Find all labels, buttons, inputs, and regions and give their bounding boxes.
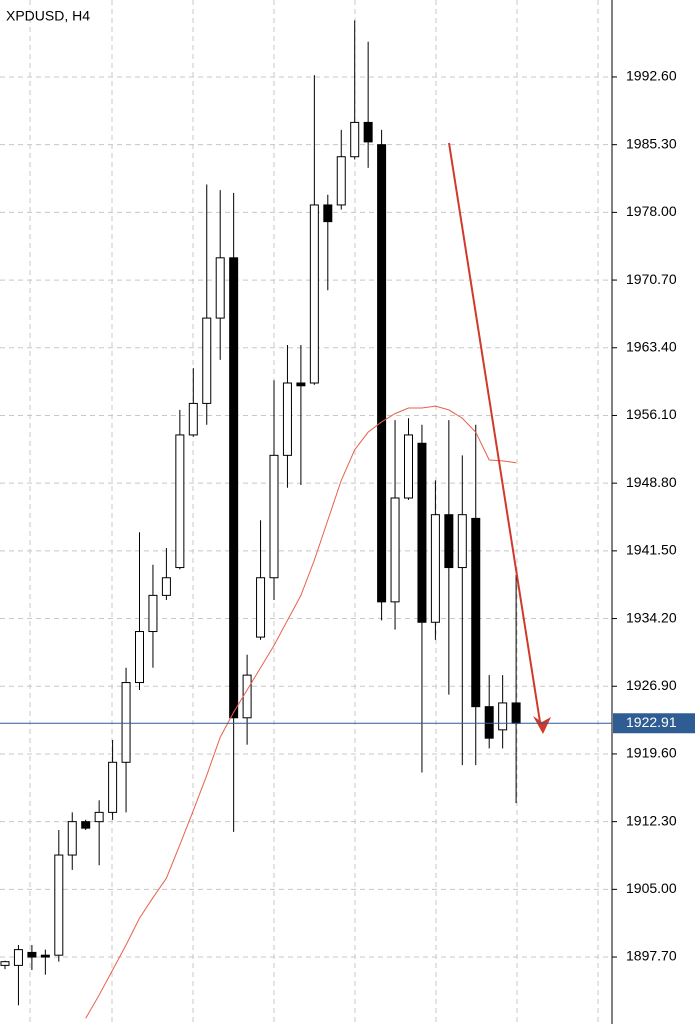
candle-body: [229, 257, 239, 719]
y-tick-label: 1956.10: [626, 406, 677, 422]
moving-average-line: [85, 405, 517, 1019]
grid: [0, 0, 612, 1024]
arrow-head: [533, 716, 551, 734]
candle-body: [282, 382, 292, 456]
candle-body: [215, 257, 225, 319]
y-tick-label: 1963.40: [626, 338, 677, 354]
candle-body: [13, 949, 23, 966]
y-tick-label: 1926.90: [626, 677, 677, 693]
candle-body: [148, 594, 158, 633]
y-tick-label: 1934.20: [626, 609, 677, 625]
candle-body: [54, 854, 64, 956]
y-tick-label: 1992.60: [626, 68, 677, 84]
candle-body: [40, 954, 50, 958]
candle-body: [390, 497, 400, 603]
candle-body: [430, 514, 440, 623]
y-tick-label: 1978.00: [626, 203, 677, 219]
y-tick-label: 1905.00: [626, 880, 677, 896]
marks: [0, 20, 521, 1019]
candle-body: [511, 702, 521, 724]
candle-body: [309, 204, 319, 384]
candle-body: [81, 821, 91, 829]
y-tick-label: 1985.30: [626, 135, 677, 151]
candle-body: [121, 682, 131, 763]
candle-body: [336, 156, 346, 206]
arrow-line: [448, 142, 541, 723]
candle-body: [67, 821, 77, 856]
y-tick-label: 1897.70: [626, 948, 677, 964]
candle-body: [108, 761, 118, 813]
candle-body: [457, 514, 467, 569]
candle-body: [242, 674, 252, 719]
candle-body: [417, 442, 427, 623]
candle-body: [377, 144, 387, 603]
candle-body: [498, 702, 508, 731]
candle-body: [27, 951, 37, 958]
candle-body: [188, 402, 198, 436]
candle-body: [363, 121, 373, 143]
candle-body: [404, 434, 413, 499]
y-tick-label: 1912.30: [626, 812, 677, 828]
y-tick-label: 1941.50: [626, 542, 677, 558]
candle-body: [135, 631, 144, 684]
candle-body: [296, 382, 306, 387]
current-price-box: [613, 713, 695, 734]
current-price-label: 1922.91: [626, 714, 677, 730]
candle-body: [94, 811, 104, 823]
candle-body: [471, 517, 481, 708]
chart-title: XPDUSD, H4: [6, 8, 90, 24]
y-tick-label: 1970.70: [626, 271, 677, 287]
candle-body: [202, 317, 212, 404]
candle-body: [0, 961, 10, 966]
y-tick-label: 1919.60: [626, 745, 677, 761]
candle-body: [256, 577, 266, 638]
candle-body: [161, 577, 171, 596]
candle-body: [175, 434, 185, 569]
candle-body: [444, 514, 454, 569]
candle-body: [484, 706, 494, 739]
y-tick-label: 1948.80: [626, 474, 677, 490]
candle-body: [350, 121, 360, 158]
candle-body: [323, 204, 333, 223]
candle-body: [269, 454, 279, 579]
